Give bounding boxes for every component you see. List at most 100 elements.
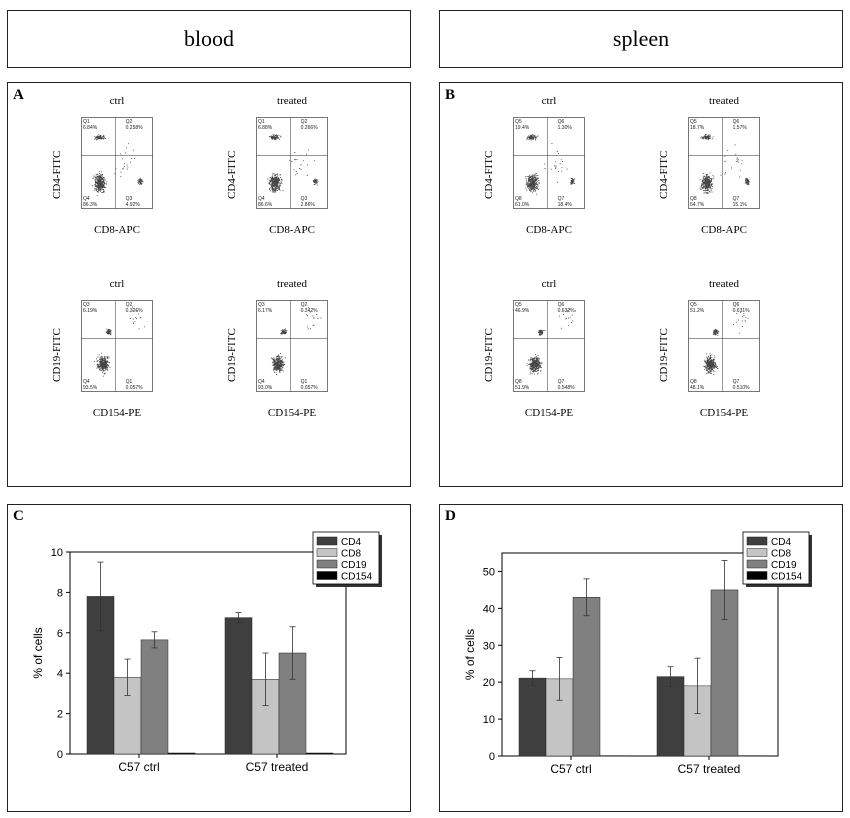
flow-b-2-events (699, 134, 750, 194)
flow-a-4-events (271, 307, 322, 375)
flow-b-4-scatter (688, 300, 760, 392)
legend-d-swatch-cd154 (746, 571, 768, 580)
bar-d-cd154-2 (737, 755, 766, 757)
chart-d-frame (501, 552, 779, 757)
flow-a-4-xlabel: CD154-PE (267, 407, 317, 419)
legend-c-swatch-cd154 (316, 571, 338, 580)
flow-b-4-xlabel: CD154-PE (699, 407, 749, 419)
legend-c-swatch-cd19 (316, 559, 338, 569)
chart-d-ytick-label: 0 (489, 751, 495, 763)
header-blood-label: blood (183, 26, 235, 51)
flow-a-2-title: treated (277, 95, 307, 107)
panel-b-frame (439, 82, 843, 487)
flow-b-2-xlabel: CD8-APC (701, 224, 747, 236)
flow-b-2-quad-tr: Q6 1.57% (732, 119, 747, 131)
chart-d-ytick-label: 40 (483, 603, 495, 615)
flow-b-1-quad-tr: Q6 1.30% (557, 119, 572, 131)
flow-a-3-title: ctrl (109, 278, 125, 290)
flow-a-3-quad-bl: Q4 93.5% (83, 379, 98, 391)
bar-d-cd19-1 (572, 597, 601, 757)
header-spleen: spleen (439, 10, 843, 68)
flow-a-4-quad-bl: Q4 93.0% (258, 379, 273, 391)
panel-letter-b: B (445, 87, 456, 103)
flow-b-4-quad-bl: Q8 48.1% (690, 379, 705, 391)
flow-b-4-quad-br: Q7 0.510% (732, 379, 750, 391)
legend-d-swatch-cd19 (746, 559, 768, 569)
legend-d-label-cd154: CD154 (771, 572, 803, 583)
legend-d-label-cd8: CD8 (771, 549, 791, 560)
flow-b-2-quad-br: Q7 15.1% (732, 196, 747, 208)
bar-chart-d: 0 10 20 30 40 50 % of cells C57 ctrl C57 treated… (463, 531, 812, 776)
flow-a-1-quad-bl: Q4 86.3% (83, 196, 98, 208)
flow-b-2-title: treated (709, 95, 739, 107)
legend-d-label-cd4: CD4 (771, 537, 791, 548)
flow-b-3-xlabel: CD154-PE (524, 407, 574, 419)
flow-a-3-xlabel: CD154-PE (92, 407, 142, 419)
flow-b-4-quad-tr: Q6 0.631% (732, 302, 750, 314)
flow-a-3-quad-tl: Q3 6.19% (83, 302, 98, 314)
flow-b-1-quad-bl: Q8 61.0% (515, 196, 530, 208)
legend-c-label-cd154: CD154 (341, 572, 373, 583)
legend-c-label-cd19: CD19 (341, 560, 367, 571)
flow-a-3-events (93, 306, 145, 377)
chart-c-ytick-label: 0 (57, 749, 63, 761)
chart-c-ylabel: % of cells (31, 627, 45, 678)
flow-a-2-quad-tl: Q1 6.88% (258, 119, 273, 131)
flow-a-2-quad-bl: Q4 86.6% (258, 196, 273, 208)
chart-c-ytick-label: 10 (51, 547, 63, 559)
chart-c-ytick-label: 6 (57, 628, 63, 640)
flow-b-2-quad-tl: Q5 18.7% (690, 119, 705, 131)
flow-b-3-ylabel: CD19-FITC (483, 328, 495, 382)
flow-b-1-scatter (513, 117, 585, 209)
flow-b-3-quad-bl: Q8 51.9% (515, 379, 530, 391)
flow-b-2-scatter (688, 117, 760, 209)
flow-b-1-title: ctrl (541, 95, 557, 107)
chart-d-ytick-label: 50 (483, 566, 495, 578)
flow-a-2-scatter (256, 117, 328, 209)
flow-a-3-scatter (81, 300, 153, 392)
panel-c-frame (7, 504, 411, 812)
flow-b-3-quad-br: Q7 0.548% (557, 379, 575, 391)
bar-d-cd154-1 (599, 755, 628, 757)
legend-c-label-cd4: CD4 (341, 537, 361, 548)
panel-letter-a: A (13, 87, 24, 103)
bar-d-cd4-2 (656, 676, 685, 757)
flow-b-3-quad-tl: Q5 46.9% (515, 302, 530, 314)
chart-d-ylabel: % of cells (463, 629, 477, 680)
chart-c-ytick-label: 2 (57, 709, 63, 721)
chart-c-frame (69, 551, 347, 755)
flow-b-1-quad-tl: Q5 19.4% (515, 119, 530, 131)
flow-a-2-quad-br: Q3 2.86% (300, 196, 315, 208)
panel-d-frame (439, 504, 843, 812)
flow-b-3-quad-tr: Q6 0.632% (557, 302, 575, 314)
flow-a-4-title: treated (277, 278, 307, 290)
flow-a-2-events (267, 133, 319, 194)
flow-b-3-events (526, 308, 576, 375)
flow-a-3-ylabel: CD19-FITC (51, 328, 63, 382)
legend-c-swatch-cd8 (316, 548, 338, 557)
flow-a-1-events (91, 134, 144, 197)
legend-d-swatch-cd4 (746, 536, 768, 546)
flow-a-1-title: ctrl (109, 95, 125, 107)
flow-b-3-scatter (513, 300, 585, 392)
flow-a-3-quad-br: Q1 0.057% (125, 379, 143, 391)
flow-b-2-ylabel: CD4-FITC (658, 150, 670, 199)
chart-c-ytick-label: 8 (57, 587, 63, 599)
flow-a-4-ylabel: CD19-FITC (226, 328, 238, 382)
flow-b-1-xlabel: CD8-APC (526, 224, 572, 236)
chart-d-xtick-label: C57 ctrl (550, 762, 591, 776)
flow-a-1-xlabel: CD8-APC (94, 224, 140, 236)
header-blood: blood (7, 10, 411, 68)
flow-b-4-events (703, 311, 749, 375)
legend-c-label-cd8: CD8 (341, 549, 361, 560)
flow-b-1-ylabel: CD4-FITC (483, 150, 495, 199)
bar-c-cd154-2 (305, 752, 334, 755)
flow-a-4-scatter (256, 300, 328, 392)
flow-a-1-ylabel: CD4-FITC (51, 150, 63, 199)
legend-d-label-cd19: CD19 (771, 560, 797, 571)
chart-d-ytick-label: 30 (483, 640, 495, 652)
panel-letter-d: D (445, 508, 456, 524)
panel-letter-c: C (13, 508, 24, 524)
flow-b-3-title: ctrl (541, 278, 557, 290)
panel-a-frame (7, 82, 411, 487)
